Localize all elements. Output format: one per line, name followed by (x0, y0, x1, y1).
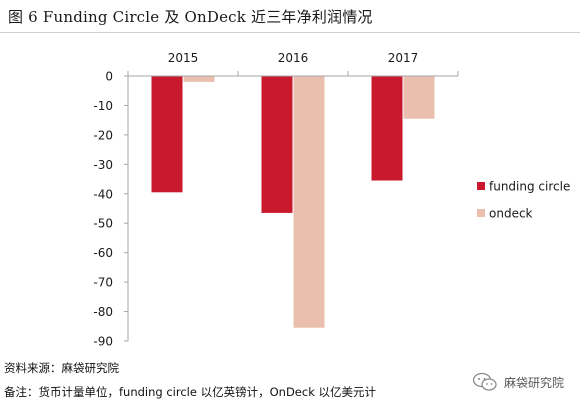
figure-title: 图 6 Funding Circle 及 OnDeck 近三年净利润情况 (8, 8, 373, 26)
watermark: 麻袋研究院 (472, 372, 564, 392)
bar (403, 76, 435, 119)
y-tick-label: 0 (105, 70, 113, 84)
legend-label: funding circle (489, 180, 570, 194)
bar (293, 76, 325, 328)
bar (151, 76, 183, 193)
y-tick-label: -20 (93, 128, 113, 142)
category-label: 2016 (278, 51, 309, 65)
category-label: 2017 (388, 51, 419, 65)
legend-swatch (477, 209, 485, 217)
source-footnote: 资料来源：麻袋研究院 (4, 361, 119, 375)
title-divider (0, 32, 580, 33)
y-tick-label: -40 (93, 187, 113, 201)
bar-chart: 2015 2016 2017 0 -10 -20 -30 -40 -50 -60 -70 -80 -90… (93, 51, 570, 349)
watermark-text: 麻袋研究院 (503, 375, 564, 390)
category-label: 2015 (168, 51, 199, 65)
wechat-icon (472, 372, 497, 391)
y-tick-label: -80 (93, 305, 113, 319)
bar (261, 76, 293, 213)
y-tick-label: -50 (93, 217, 113, 231)
y-tick-label: -30 (93, 158, 113, 172)
legend-label: ondeck (489, 207, 533, 221)
y-tick-label: -10 (93, 99, 113, 113)
y-tick-label: -70 (93, 276, 113, 290)
y-tick-label: -90 (93, 335, 113, 349)
bar (183, 76, 215, 82)
legend-swatch (477, 182, 485, 190)
y-tick-label: -60 (93, 246, 113, 260)
unit-footnote: 备注：货币计量单位，funding circle 以亿英镑计，OnDeck 以亿… (4, 385, 377, 399)
bar (371, 76, 403, 181)
